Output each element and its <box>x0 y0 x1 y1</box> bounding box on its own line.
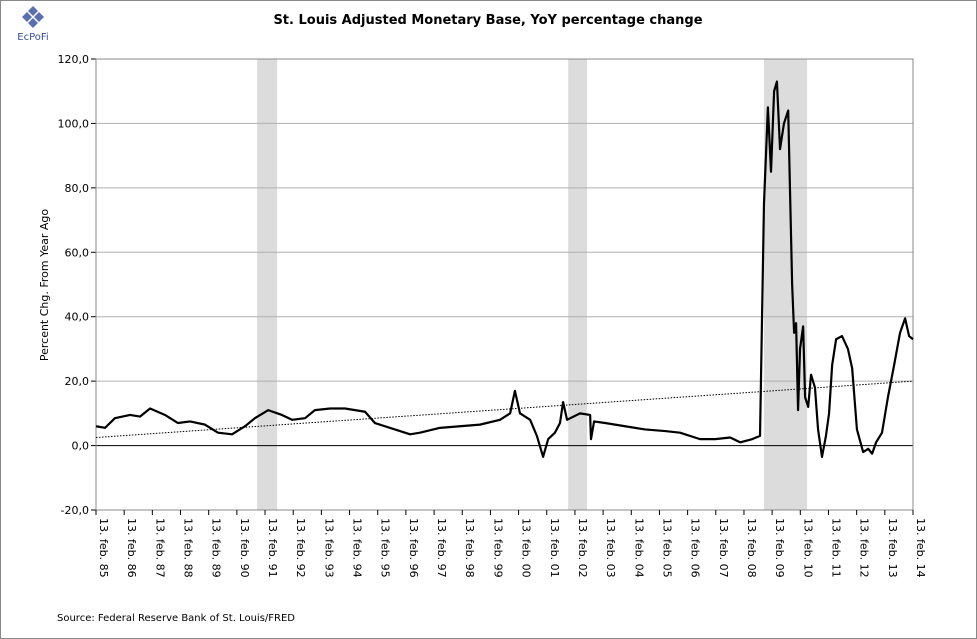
chart-title: St. Louis Adjusted Monetary Base, YoY pe… <box>273 13 702 28</box>
y-axis-label: Percent Chg. From Year Ago <box>38 209 51 362</box>
recession-band <box>257 59 278 510</box>
y-tick-label: 0,0 <box>72 440 90 453</box>
trend-line <box>95 380 914 439</box>
logo-text: EcPoFi <box>17 32 48 43</box>
x-tick-label: 13. feb. 07 <box>717 518 730 578</box>
x-tick-label: 13. feb. 97 <box>435 518 448 578</box>
x-tick-label: 13. feb. 86 <box>125 518 138 578</box>
x-tick-label: 13. feb. 01 <box>548 518 561 578</box>
x-tick-label: 13. feb. 03 <box>604 518 617 578</box>
y-tick-label: 100,0 <box>58 117 90 130</box>
x-tick-label: 13. feb. 91 <box>266 518 279 578</box>
x-tick-label: 13. feb. 08 <box>745 518 758 578</box>
x-tick-label: 13. feb. 00 <box>520 518 533 578</box>
x-tick-label: 13. feb. 12 <box>858 518 871 578</box>
source: Source: Federal Reserve Bank of St. Loui… <box>57 613 295 624</box>
data-line <box>95 80 914 458</box>
x-tick-label: 13. feb. 05 <box>660 518 673 578</box>
plot-border <box>95 58 914 511</box>
x-tick-label: 13. feb. 04 <box>632 518 645 578</box>
y-tick-label: 60,0 <box>65 246 90 259</box>
x-tick-label: 13. feb. 90 <box>238 518 251 578</box>
x-tick-label: 13. feb. 02 <box>576 518 589 578</box>
y-tick-label: 80,0 <box>65 182 90 195</box>
x-tick-label: 13. feb. 10 <box>801 518 814 578</box>
x-tick-label: 13. feb. 06 <box>689 518 702 578</box>
x-tick-label: 13. feb. 87 <box>153 518 166 578</box>
y-tick-label: 40,0 <box>65 311 90 324</box>
x-tick-label: 13. feb. 92 <box>294 518 307 578</box>
x-tick-label: 13. feb. 99 <box>491 518 504 578</box>
x-tick-label: 13. feb. 13 <box>886 518 899 578</box>
x-tick-label: 13. feb. 96 <box>407 518 420 578</box>
y-tick-label: 20,0 <box>65 375 90 388</box>
x-tick-label: 13. feb. 93 <box>322 518 335 578</box>
x-tick-label: 13. feb. 85 <box>97 518 110 578</box>
x-tick-label: 13. feb. 11 <box>829 518 842 578</box>
recession-band <box>568 59 588 510</box>
logo-icon <box>22 6 44 28</box>
y-tick-label: 120,0 <box>58 53 90 66</box>
x-tick-label: 13. feb. 94 <box>351 518 364 578</box>
x-tick-label: 13. feb. 88 <box>182 518 195 578</box>
x-tick-label: 13. feb. 09 <box>773 518 786 578</box>
y-tick-label: -20,0 <box>61 504 89 517</box>
x-tick-label: 13. feb. 95 <box>379 518 392 578</box>
x-tick-label: 13. feb. 14 <box>914 518 927 578</box>
x-tick-label: 13. feb. 98 <box>463 518 476 578</box>
x-tick-label: 13. feb. 89 <box>210 518 223 578</box>
recession-band <box>763 59 808 510</box>
